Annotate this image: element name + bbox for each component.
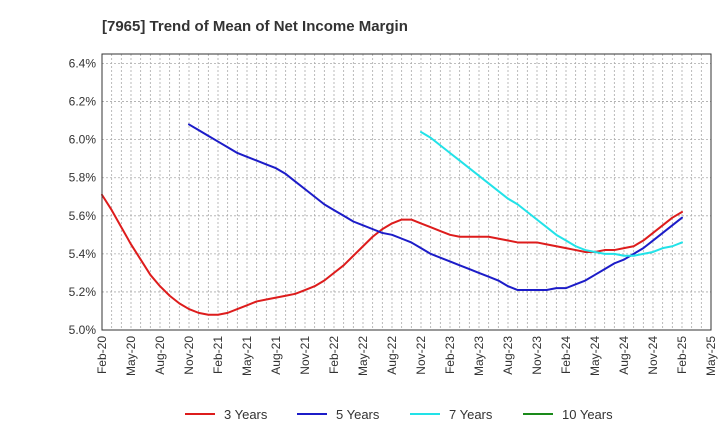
y-tick-label: 5.0% [69, 323, 97, 337]
x-tick-label: Aug-22 [385, 336, 399, 375]
y-axis-ticks: 5.0% 5.2% 5.4% 5.6% 5.8% 6.0% 6.2% 6.4% [69, 57, 97, 337]
x-tick-label: Feb-21 [211, 336, 225, 374]
y-tick-label: 5.6% [69, 209, 97, 223]
plot-frame [101, 53, 712, 331]
x-tick-label: May-21 [240, 336, 254, 376]
x-tick-label: Aug-23 [501, 336, 515, 375]
y-tick-label: 6.2% [69, 95, 97, 109]
x-tick-label: Feb-23 [443, 336, 457, 374]
x-tick-label: Aug-21 [269, 336, 283, 375]
legend-label: 5 Years [336, 407, 380, 422]
y-tick-label: 6.4% [69, 57, 97, 71]
legend-label: 7 Years [449, 407, 493, 422]
x-tick-label: May-23 [472, 336, 486, 376]
y-tick-label: 5.2% [69, 285, 97, 299]
x-tick-label: Feb-20 [95, 336, 109, 374]
legend: 3 Years 5 Years 7 Years 10 Years [185, 407, 613, 422]
y-tick-label: 5.8% [69, 171, 97, 185]
grid [101, 54, 712, 331]
legend-label: 10 Years [562, 407, 613, 422]
x-tick-label: May-20 [124, 336, 138, 376]
series-line-3 [420, 131, 683, 257]
series-line-2 [188, 123, 683, 292]
x-axis-ticks: Feb-20 May-20 Aug-20 Nov-20 Feb-21 May-21 Aug-… [95, 336, 718, 376]
x-tick-label: May-22 [356, 336, 370, 376]
x-tick-label: Nov-20 [182, 336, 196, 375]
chart-title: [7965] Trend of Mean of Net Income Margi… [102, 18, 408, 35]
x-tick-label: Aug-24 [617, 336, 631, 375]
legend-label: 3 Years [224, 407, 268, 422]
y-tick-label: 6.0% [69, 133, 97, 147]
x-tick-label: Nov-23 [530, 336, 544, 375]
x-tick-label: Nov-21 [298, 336, 312, 375]
x-tick-label: Nov-24 [646, 336, 660, 375]
x-tick-label: Nov-22 [414, 336, 428, 375]
series-lines [101, 123, 683, 316]
x-tick-label: Feb-22 [327, 336, 341, 374]
y-tick-label: 5.4% [69, 247, 97, 261]
series-line-1 [101, 193, 683, 316]
x-tick-label: Feb-25 [675, 336, 689, 374]
x-tick-label: May-25 [704, 336, 718, 376]
x-tick-label: Feb-24 [559, 336, 573, 374]
x-tick-label: May-24 [588, 336, 602, 376]
x-tick-label: Aug-20 [153, 336, 167, 375]
